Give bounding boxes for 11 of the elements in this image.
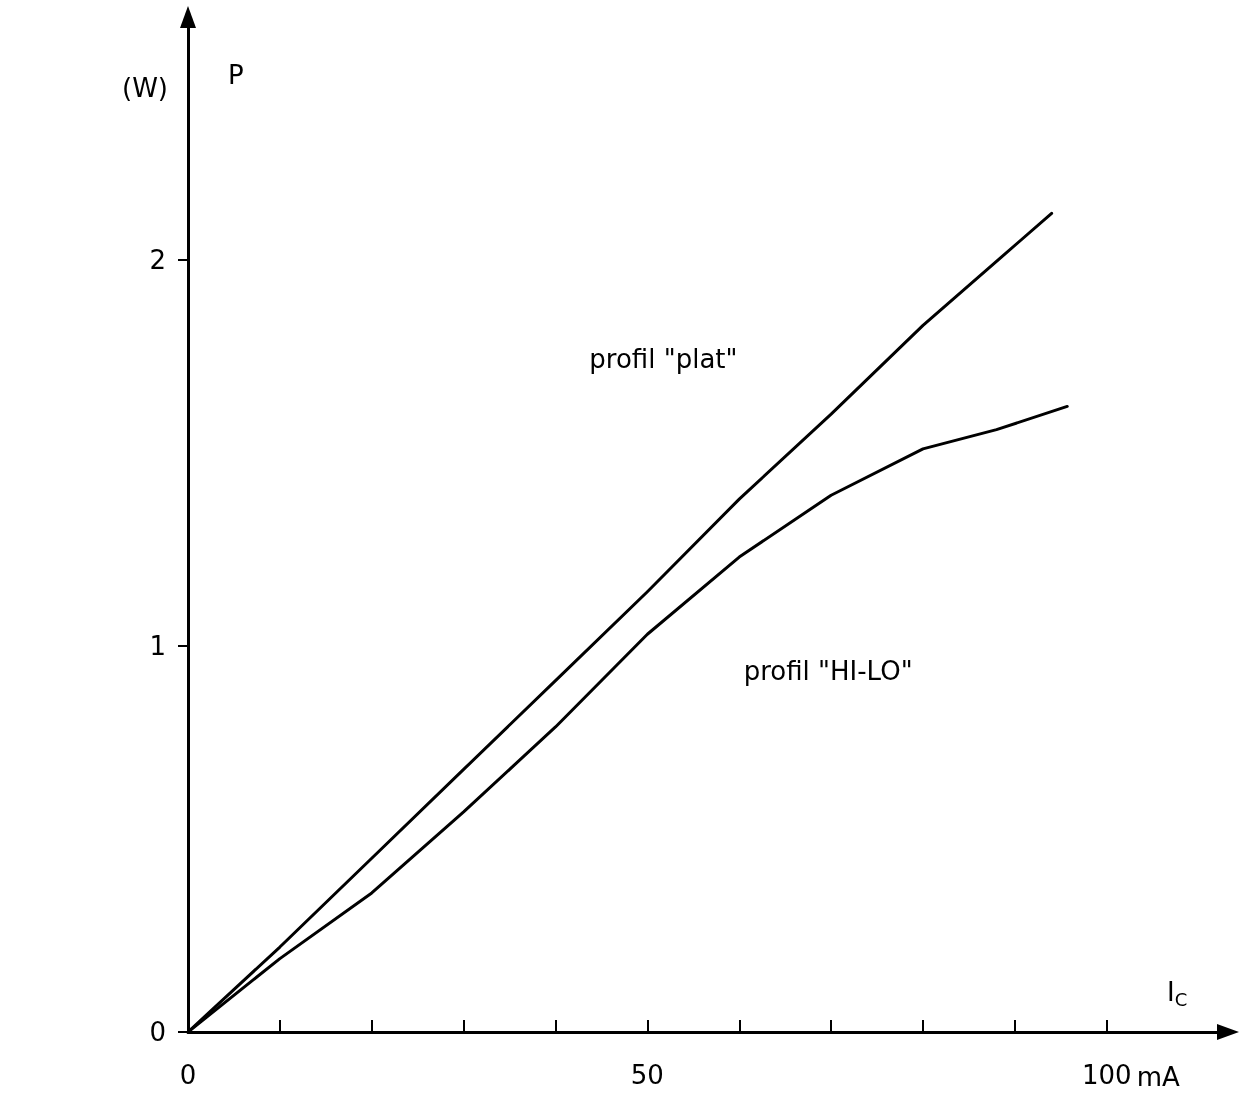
x-tick-label: 0 [179, 1060, 197, 1090]
text: (W) [122, 73, 168, 103]
text: mA [1136, 1062, 1181, 1092]
x-tick-label: 50 [630, 1060, 664, 1090]
y-tick-label: 0 [149, 1017, 166, 1047]
annotation: profil "plat" [589, 344, 738, 375]
y-tick-label: 1 [149, 630, 166, 661]
annotation: profil "HI-LO" [743, 655, 913, 686]
y-tick-label: 2 [149, 244, 166, 275]
x-tick-label: 100 [1081, 1060, 1132, 1090]
y-axis-title: P [228, 60, 244, 90]
